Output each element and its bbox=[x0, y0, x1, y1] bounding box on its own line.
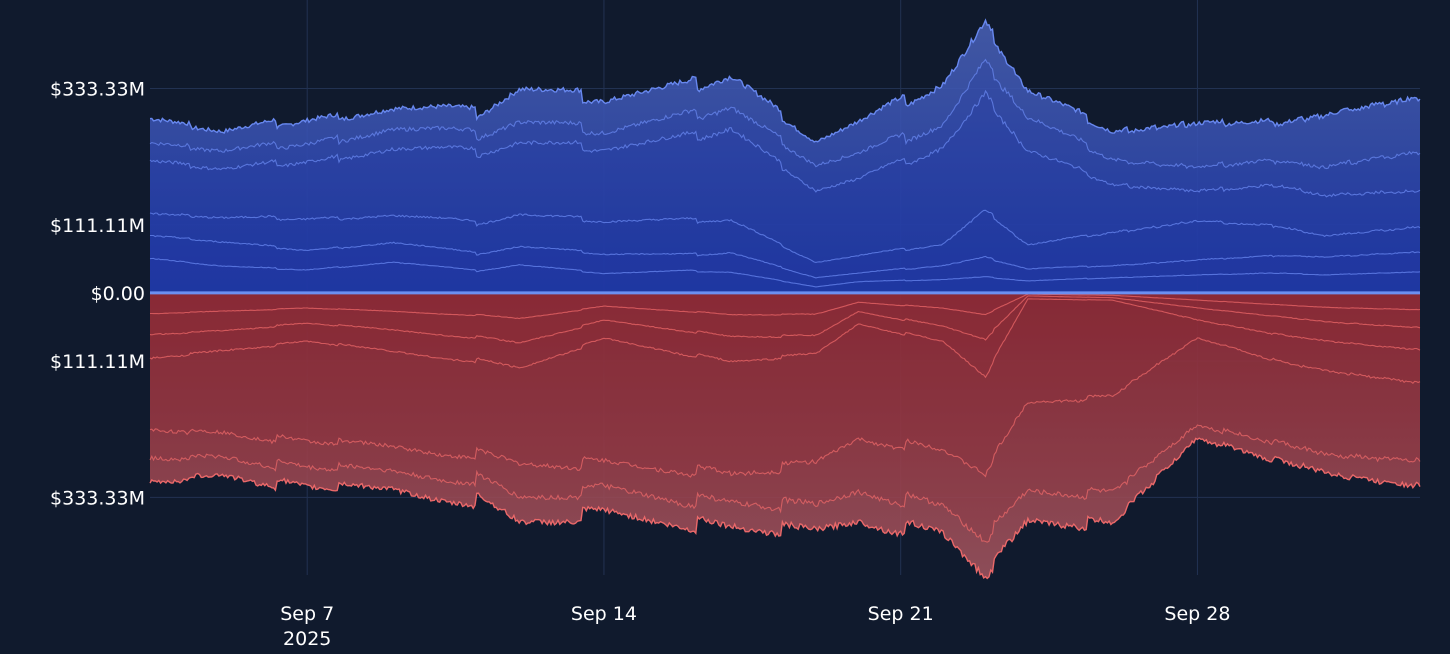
area-layer bbox=[150, 20, 1420, 579]
long-series-line bbox=[149, 58, 1421, 170]
short-liquidations-area bbox=[150, 292, 1420, 579]
x-tick-label: Sep 28 bbox=[1164, 603, 1230, 625]
short-series-line bbox=[149, 424, 1421, 543]
series-area bbox=[150, 292, 1420, 343]
y-tick-label: $0.00 bbox=[91, 283, 145, 305]
long-liquidations-area bbox=[150, 20, 1420, 293]
series-area bbox=[150, 292, 1420, 543]
long-series-line bbox=[150, 234, 1421, 279]
y-tick-label: $111.11M bbox=[50, 351, 145, 373]
x-axis-labels: 2025 Sep 7 Sep 14 Sep 21 Sep 28 bbox=[280, 603, 1230, 650]
y-tick-label: $333.33M bbox=[50, 78, 145, 100]
long-series-line bbox=[149, 18, 1421, 143]
series-area bbox=[150, 292, 1420, 477]
short-series-line bbox=[150, 293, 1421, 320]
x-tick-label: Sep 21 bbox=[868, 603, 934, 625]
series-area bbox=[150, 292, 1420, 319]
short-series-line bbox=[149, 295, 1421, 344]
y-axis-labels: $333.33M $111.11M $0.00 $111.11M $333.33M bbox=[50, 78, 145, 509]
line-layer bbox=[149, 18, 1421, 580]
x-tick-label: Sep 7 bbox=[280, 603, 334, 625]
long-series-line bbox=[149, 209, 1421, 263]
x-axis-year-label: 2025 bbox=[283, 628, 331, 650]
long-series-line bbox=[149, 257, 1421, 288]
short-series-line bbox=[149, 298, 1421, 379]
series-area bbox=[150, 258, 1420, 293]
short-series-line bbox=[149, 437, 1421, 580]
long-series-line bbox=[149, 89, 1421, 198]
x-tick-label: Sep 14 bbox=[571, 603, 637, 625]
y-tick-label: $333.33M bbox=[50, 487, 145, 509]
series-area bbox=[150, 91, 1420, 293]
y-tick-label: $111.11M bbox=[50, 215, 145, 237]
short-series-line bbox=[149, 337, 1421, 478]
series-area bbox=[150, 210, 1420, 293]
